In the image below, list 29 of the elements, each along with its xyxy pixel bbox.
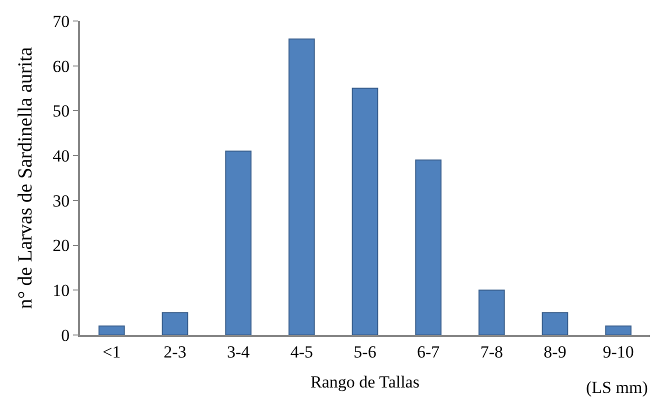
bar [98, 326, 125, 335]
y-tick-label: 60 [52, 56, 70, 76]
y-tick-label: 30 [52, 191, 70, 210]
x-axis-title: Rango de Tallas [310, 372, 420, 392]
bar [478, 290, 505, 335]
text: (LS mm) [586, 378, 648, 397]
bar [288, 38, 315, 335]
bar [415, 160, 442, 335]
bar [542, 312, 568, 335]
y-tick-label: 20 [52, 236, 70, 256]
x-tick-label: 2-3 [164, 342, 186, 362]
x-tick-label: 7-8 [480, 342, 504, 362]
bar [162, 312, 188, 335]
y-tick-label: 0 [61, 326, 70, 345]
x-tick-label: <1 [102, 342, 121, 362]
y-tick-label: 10 [52, 281, 70, 300]
bar [352, 88, 378, 335]
bar [225, 150, 252, 335]
y-axis-title: n° de Larvas de Sardinella aurita [14, 46, 37, 309]
y-tick-label: 70 [52, 12, 70, 31]
y-tick-label: 40 [52, 146, 70, 166]
x-tick-label: 9-10 [602, 342, 634, 362]
x-tick-label: 6-7 [416, 342, 440, 362]
x-tick-label: 5-6 [354, 342, 376, 362]
x-tick-label: 4-5 [290, 342, 314, 362]
bar [605, 326, 632, 335]
x-tick-label: 8-9 [544, 342, 566, 362]
x-tick-label: 3-4 [226, 342, 250, 362]
y-tick-label: 50 [52, 102, 70, 121]
